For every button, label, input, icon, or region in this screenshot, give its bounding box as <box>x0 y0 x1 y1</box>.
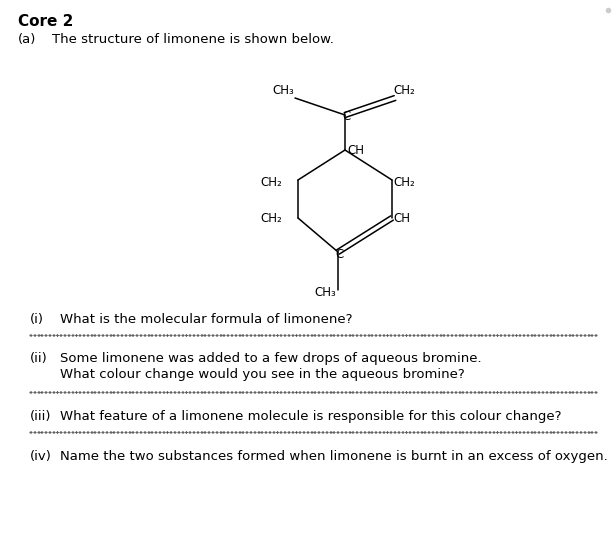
Text: What colour change would you see in the aqueous bromine?: What colour change would you see in the … <box>60 368 464 381</box>
Text: What is the molecular formula of limonene?: What is the molecular formula of limonen… <box>60 313 352 326</box>
Text: C: C <box>335 248 343 260</box>
Text: Some limonene was added to a few drops of aqueous bromine.: Some limonene was added to a few drops o… <box>60 352 482 365</box>
Text: CH: CH <box>347 144 364 158</box>
Text: Core 2: Core 2 <box>18 14 73 29</box>
Text: (i): (i) <box>30 313 44 326</box>
Text: (iv): (iv) <box>30 450 52 463</box>
Text: What feature of a limonene molecule is responsible for this colour change?: What feature of a limonene molecule is r… <box>60 410 562 423</box>
Text: CH₃: CH₃ <box>314 285 336 299</box>
Text: (a): (a) <box>18 33 36 46</box>
Text: CH₂: CH₂ <box>393 176 415 190</box>
Text: CH₂: CH₂ <box>260 176 282 190</box>
Text: CH: CH <box>393 211 410 225</box>
Text: CH₂: CH₂ <box>393 84 415 97</box>
Text: Name the two substances formed when limonene is burnt in an excess of oxygen.: Name the two substances formed when limo… <box>60 450 608 463</box>
Text: The structure of limonene is shown below.: The structure of limonene is shown below… <box>52 33 334 46</box>
Text: (ii): (ii) <box>30 352 48 365</box>
Text: CH₃: CH₃ <box>272 84 294 97</box>
Text: CH₂: CH₂ <box>260 211 282 225</box>
Text: (iii): (iii) <box>30 410 52 423</box>
Text: C: C <box>342 109 351 123</box>
